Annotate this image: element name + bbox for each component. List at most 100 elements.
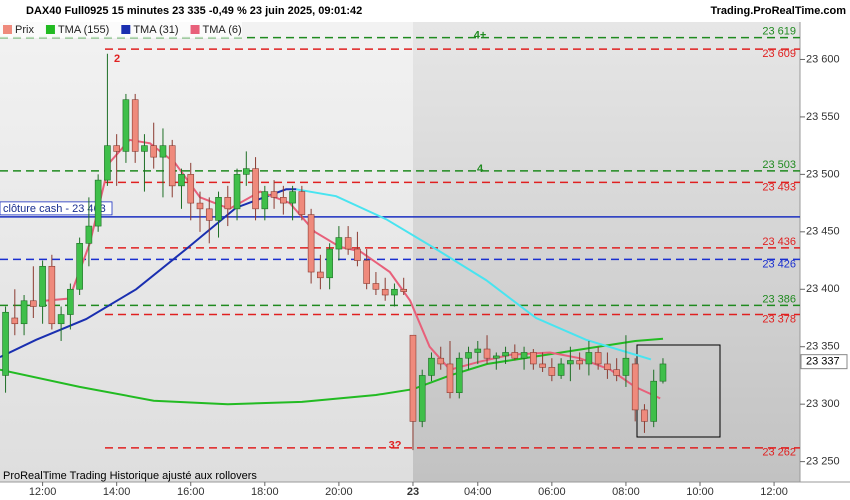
legend-swatch — [121, 25, 131, 34]
level-tag: 4+ — [474, 30, 487, 42]
level-tag: 4 — [477, 163, 484, 175]
candle-body — [104, 145, 111, 181]
chart-title: DAX40 Full0925 15 minutes 23 335 -0,49 %… — [26, 5, 362, 17]
x-tick-label: 06:00 — [538, 486, 566, 498]
candle-body — [233, 174, 241, 210]
candle-body — [511, 352, 519, 359]
candle-body — [604, 363, 611, 370]
x-tick-label: 23 — [407, 486, 419, 498]
indicator-line — [0, 188, 297, 359]
x-tick-label: 04:00 — [464, 486, 492, 498]
candle-body — [437, 357, 445, 365]
level-label: 23 493 — [762, 181, 796, 193]
cash-close-label: clôture cash - 23 463 — [3, 203, 106, 215]
x-tick-label: 14:00 — [103, 486, 131, 498]
candle-body — [502, 352, 509, 357]
candle-body — [567, 360, 574, 365]
cash-close-box — [0, 201, 113, 216]
legend-bg — [0, 22, 242, 38]
candle-body — [631, 363, 639, 411]
candle-body — [400, 288, 408, 292]
candle-body — [326, 248, 333, 279]
level-label: 23 426 — [762, 258, 796, 270]
level-label: 23 619 — [762, 26, 796, 38]
candle-body — [335, 237, 343, 250]
legend-label: Prix — [15, 24, 34, 36]
candle-body — [354, 248, 361, 261]
candle-body — [20, 300, 28, 325]
axis-bg — [800, 22, 850, 482]
indicator-line — [296, 188, 652, 361]
candle-body — [465, 352, 472, 359]
candle-body — [428, 357, 435, 376]
candle-body — [641, 409, 648, 422]
source: Trading.ProRealTime.com — [710, 5, 846, 17]
level-label: 23 609 — [762, 48, 796, 60]
candle-body — [178, 174, 185, 187]
candle-body — [242, 168, 250, 175]
candle-body — [372, 283, 380, 290]
candle-body — [205, 208, 213, 221]
legend-label: TMA (31) — [133, 24, 178, 36]
legend-label: TMA (155) — [58, 24, 109, 36]
candle-body — [446, 363, 454, 393]
candle-body — [141, 145, 148, 152]
y-tick-label: 23 350 — [806, 341, 840, 353]
level-label: 23 386 — [762, 293, 796, 305]
y-tick-label: 23 400 — [806, 283, 840, 295]
candle-body — [289, 191, 296, 204]
candle-body — [280, 197, 287, 204]
level-label: 23 378 — [762, 313, 796, 325]
candle-body — [196, 202, 204, 210]
legend-label: TMA (6) — [203, 24, 242, 36]
candle-body — [252, 168, 259, 210]
level-label: 23 436 — [762, 236, 796, 248]
candle-body — [381, 288, 389, 296]
level-tag: 3? — [389, 440, 402, 452]
x-tick-label: 10:00 — [686, 486, 714, 498]
candle-body — [557, 363, 565, 376]
candle-body — [650, 380, 658, 422]
candle-body — [594, 352, 602, 365]
candle-body — [530, 352, 537, 365]
candle-body — [613, 369, 620, 376]
candle-body — [215, 197, 222, 221]
legend-swatch — [45, 25, 55, 34]
level-label: 23 503 — [762, 159, 796, 171]
candle-body — [76, 243, 83, 290]
candle-body — [307, 214, 315, 273]
candle-body — [168, 145, 176, 187]
candle-body — [85, 225, 93, 244]
candle-body — [48, 265, 56, 325]
x-tick-label: 16:00 — [177, 486, 205, 498]
candle-body — [261, 191, 269, 210]
y-tick-label: 23 250 — [806, 456, 840, 468]
candle-body — [492, 355, 500, 359]
last-price-label: 23 337 — [806, 356, 840, 368]
candle-body — [344, 237, 352, 250]
x-tick-label: 08:00 — [612, 486, 640, 498]
candle-body — [224, 197, 232, 210]
candle-body — [11, 317, 19, 325]
candle-body — [455, 357, 463, 393]
candle-body — [57, 314, 65, 325]
legend-swatch — [3, 25, 12, 34]
candle-body — [585, 352, 593, 365]
candle-body — [113, 145, 120, 152]
footer: ProRealTime Trading Historique ajusté au… — [3, 470, 257, 482]
candle-body — [131, 99, 139, 152]
candle-body — [659, 363, 667, 382]
x-tick-label: 18:00 — [251, 486, 279, 498]
candle-body — [159, 145, 167, 158]
candle-body — [576, 360, 583, 365]
candle-body — [418, 375, 426, 422]
candle-body — [67, 288, 74, 315]
indicator-line — [0, 337, 664, 406]
y-tick-label: 23 500 — [806, 168, 840, 180]
y-tick-label: 23 600 — [806, 53, 840, 65]
candle-body — [39, 265, 46, 307]
candle-body — [122, 99, 130, 152]
last-price-box — [800, 354, 848, 370]
candle-body — [539, 363, 546, 368]
